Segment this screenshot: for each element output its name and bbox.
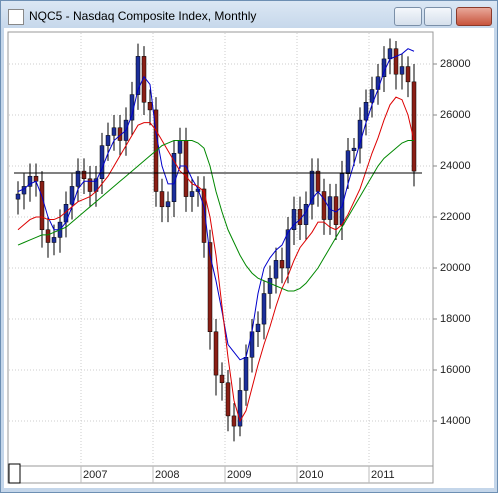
candle-body <box>201 188 207 243</box>
candle-body <box>87 178 93 192</box>
y-tick-label: 28000 <box>440 58 471 70</box>
candle-body <box>351 147 357 151</box>
candle-body <box>363 102 369 121</box>
candle-body <box>189 191 195 197</box>
candle-body <box>291 209 297 231</box>
moving-average-line <box>17 140 414 292</box>
y-tick-label: 18000 <box>440 313 471 325</box>
candle-body <box>255 323 261 333</box>
x-tick-label: 2007 <box>83 469 107 481</box>
y-tick-label: 24000 <box>440 160 471 172</box>
y-tick-label: 22000 <box>440 211 471 223</box>
candle-body <box>147 102 153 111</box>
y-tick-label: 20000 <box>440 262 471 274</box>
candle-body <box>321 191 327 220</box>
candle-body <box>411 81 417 172</box>
candle-body <box>399 66 405 75</box>
candle-body <box>165 201 171 208</box>
candle-body <box>177 140 183 154</box>
candle-body <box>69 186 75 205</box>
window-icon <box>8 9 24 25</box>
candle-body <box>315 170 321 192</box>
plot-area <box>7 31 434 467</box>
candle-body <box>309 170 315 205</box>
candle-body <box>225 382 231 417</box>
candle-body <box>219 374 225 384</box>
x-tick-label: 2010 <box>299 469 323 481</box>
candle-body <box>285 229 291 269</box>
candle-body <box>375 76 381 90</box>
candle-body <box>345 150 351 174</box>
candle-body <box>405 66 411 83</box>
y-tick-label: 14000 <box>440 415 471 427</box>
title-bar: NQC5 - Nasdaq Composite Index, Monthly <box>1 1 497 31</box>
candle-body <box>105 135 111 146</box>
candle-body <box>51 237 57 243</box>
candle-body <box>159 191 165 208</box>
close-button[interactable] <box>456 7 492 26</box>
candle-body <box>237 390 243 427</box>
candle-body <box>243 357 249 391</box>
candle-body <box>15 193 21 200</box>
candle-body <box>99 145 105 180</box>
corner-box <box>8 463 21 484</box>
x-tick-label: 2008 <box>155 469 179 481</box>
candle-body <box>261 293 267 325</box>
candle-body <box>45 229 51 243</box>
x-tick-label: 2009 <box>227 469 251 481</box>
candle-body <box>231 415 237 427</box>
candle-body <box>33 175 39 182</box>
candle-body <box>327 196 333 220</box>
candle-body <box>369 89 375 103</box>
window-title: NQC5 - Nasdaq Composite Index, Monthly <box>29 9 257 23</box>
candle-body <box>267 277 273 294</box>
maximize-button[interactable] <box>424 7 452 26</box>
moving-average-line <box>17 48 415 361</box>
candle-body <box>135 56 141 95</box>
candle-body <box>27 175 33 187</box>
candle-body <box>207 242 213 333</box>
candle-body <box>357 119 363 149</box>
candle-body <box>393 48 399 75</box>
candle-body <box>81 170 87 180</box>
minimize-button[interactable] <box>394 7 422 26</box>
candle-body <box>339 173 345 225</box>
chart: 14000 16000 18000 20000 22000 24000 26000 28000… <box>4 28 494 488</box>
candle-body <box>213 331 219 376</box>
moving-average-line <box>17 96 415 423</box>
candle-body <box>273 260 279 279</box>
y-tick-label: 16000 <box>440 364 471 376</box>
x-axis-band <box>7 465 434 484</box>
candle-body <box>387 48 393 60</box>
candle-body <box>111 127 117 136</box>
x-tick-label: 2011 <box>371 469 395 481</box>
candle-body <box>39 181 45 231</box>
candle-body <box>75 170 81 187</box>
candle-body <box>279 260 285 269</box>
y-tick-label: 26000 <box>440 109 471 121</box>
